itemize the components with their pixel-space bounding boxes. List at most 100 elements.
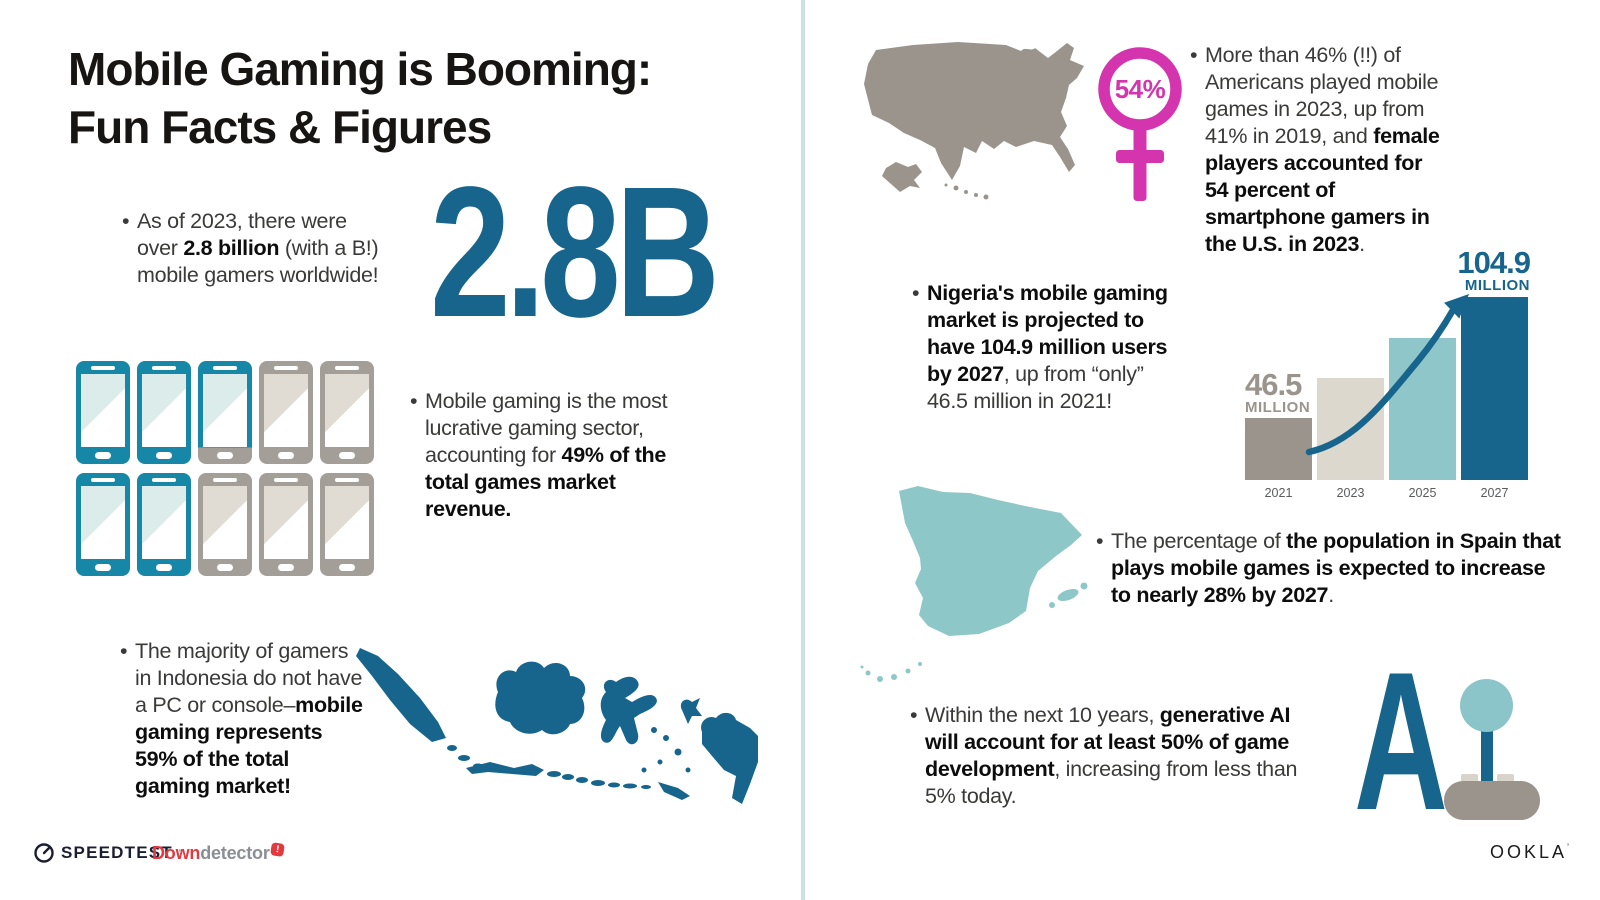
phone-screen <box>81 486 125 559</box>
phone-speaker <box>213 478 237 482</box>
chart-start-unit: MILLION <box>1245 399 1311 416</box>
fact-nigeria: • Nigeria's mobile gaming market is proj… <box>912 280 1174 415</box>
fact-spain: • The percentage of the population in Sp… <box>1096 528 1564 609</box>
ookla-wordmark: OOKLA <box>1490 842 1568 862</box>
phone-homebtn <box>339 452 355 459</box>
phone-speaker <box>91 366 115 370</box>
us-map <box>864 42 1084 200</box>
phone-icon-gray <box>259 361 313 464</box>
fact-indonesia: • The majority of gamers in Indonesia do… <box>120 638 368 800</box>
downdetector-badge-icon: ! <box>269 842 285 857</box>
joystick-base-icon <box>1444 781 1540 820</box>
fact-global-gamers-text: As of 2023, there were over 2.8 billion … <box>137 209 379 287</box>
ookla-tm-mark: ’ <box>1567 842 1573 852</box>
chart-end-value: 104.9 <box>1457 245 1531 280</box>
phone-homebtn <box>339 564 355 571</box>
nigeria-users-bar-chart: 46.5 MILLION 104.9 MILLION 2021 2023 2025 2… <box>1245 245 1531 512</box>
phone-icon-gray <box>259 473 313 576</box>
joystick-button-icon <box>1461 774 1478 783</box>
bar-chart-axis: 2021 2023 2025 2027 <box>1245 486 1530 500</box>
phone-icon-full-teal <box>137 361 191 464</box>
phone-grid <box>76 361 374 576</box>
phone-speaker <box>335 366 359 370</box>
phone-speaker <box>152 366 176 370</box>
speedtest-wordmark: SPEEDTEST <box>61 843 173 862</box>
downdetector-wordmark-down: Down <box>152 843 201 863</box>
fact-revenue-text: Mobile gaming is the most lucrative gami… <box>425 389 668 521</box>
phone-icon-full-teal <box>76 361 130 464</box>
speedtest-tm-mark: ’ <box>178 848 181 858</box>
big-stat-2-8b: 2.8B <box>430 149 720 356</box>
bullet-dot: • <box>1190 43 1198 67</box>
ookla-logo: OOKLA’ <box>1490 842 1572 863</box>
title-line-1: Mobile Gaming is Booming: <box>68 43 652 95</box>
phone-icon-partial-teal <box>198 361 252 464</box>
bullet-dot: • <box>910 703 918 727</box>
phone-speaker <box>335 478 359 482</box>
axis-label-2023: 2023 <box>1336 486 1365 500</box>
phone-speaker <box>213 366 237 370</box>
phone-homebtn <box>278 452 294 459</box>
phone-homebtn <box>95 564 111 571</box>
phone-speaker <box>152 478 176 482</box>
bullet-dot: • <box>1096 529 1104 553</box>
growth-arrow-icon <box>1305 294 1469 456</box>
fact-revenue: • Mobile gaming is the most lucrative ga… <box>410 388 672 523</box>
phone-homebtn <box>156 452 172 459</box>
phone-speaker <box>91 478 115 482</box>
phone-homebtn <box>217 452 233 459</box>
joystick-button-icon <box>1497 774 1514 783</box>
phone-homebtn <box>156 564 172 571</box>
chart-end-label: 104.9 MILLION <box>1457 245 1531 294</box>
bullet-dot: • <box>122 209 130 233</box>
phone-screen <box>264 374 308 447</box>
phone-screen <box>203 486 247 559</box>
phone-screen <box>264 486 308 559</box>
bar-2025 <box>1389 338 1456 480</box>
phone-homebtn <box>278 564 294 571</box>
chart-end-unit: MILLION <box>1464 277 1530 294</box>
joystick-stick-icon <box>1481 729 1493 785</box>
phone-homebtn <box>217 564 233 571</box>
female-gamers-stat: 54% <box>1114 74 1166 104</box>
phone-speaker <box>274 478 298 482</box>
fact-spain-text: The percentage of the population in Spai… <box>1111 529 1561 607</box>
speedtest-gauge-icon <box>34 843 54 863</box>
chart-start-label: 46.5 MILLION <box>1245 367 1311 416</box>
page-title: Mobile Gaming is Booming: Fun Facts & Fi… <box>68 40 652 156</box>
column-divider <box>801 0 805 900</box>
spain-map <box>860 486 1088 682</box>
phone-icon-gray <box>198 473 252 576</box>
fact-ai: • Within the next 10 years, generative A… <box>910 702 1315 810</box>
fact-indonesia-text: The majority of gamers in Indonesia do n… <box>135 639 363 798</box>
fact-usa-text: More than 46% (!!) of Americans played m… <box>1205 43 1440 256</box>
axis-label-2027: 2027 <box>1480 486 1509 500</box>
fact-usa: • More than 46% (!!) of Americans played… <box>1190 42 1448 258</box>
phone-speaker <box>274 366 298 370</box>
title-line-2: Fun Facts & Figures <box>68 101 492 153</box>
ai-letter-a: A <box>1354 631 1448 851</box>
chart-start-value: 46.5 <box>1245 367 1302 402</box>
fact-ai-text: Within the next 10 years, generative AI … <box>925 703 1298 808</box>
fact-global-gamers: • As of 2023, there were over 2.8 billio… <box>122 208 384 289</box>
speedtest-logo: SPEEDTEST ’ <box>33 842 181 864</box>
phone-screen <box>81 374 125 447</box>
bar-chart-bars <box>1245 250 1530 480</box>
female-symbol-icon <box>1098 47 1182 201</box>
axis-label-2025: 2025 <box>1408 486 1437 500</box>
phone-screen <box>203 374 247 447</box>
phone-screen <box>142 374 186 447</box>
downdetector-wordmark-detector: detector <box>200 843 270 863</box>
phone-screen <box>142 486 186 559</box>
bullet-dot: • <box>120 639 128 663</box>
bar-2021 <box>1245 418 1312 480</box>
fact-nigeria-text: Nigeria's mobile gaming market is projec… <box>927 281 1168 413</box>
phone-screen <box>325 486 369 559</box>
phone-icon-full-teal <box>76 473 130 576</box>
bar-2027 <box>1461 297 1528 480</box>
phone-screen <box>325 374 369 447</box>
axis-label-2021: 2021 <box>1264 486 1293 500</box>
phone-icon-gray <box>320 361 374 464</box>
phone-icon-gray <box>320 473 374 576</box>
